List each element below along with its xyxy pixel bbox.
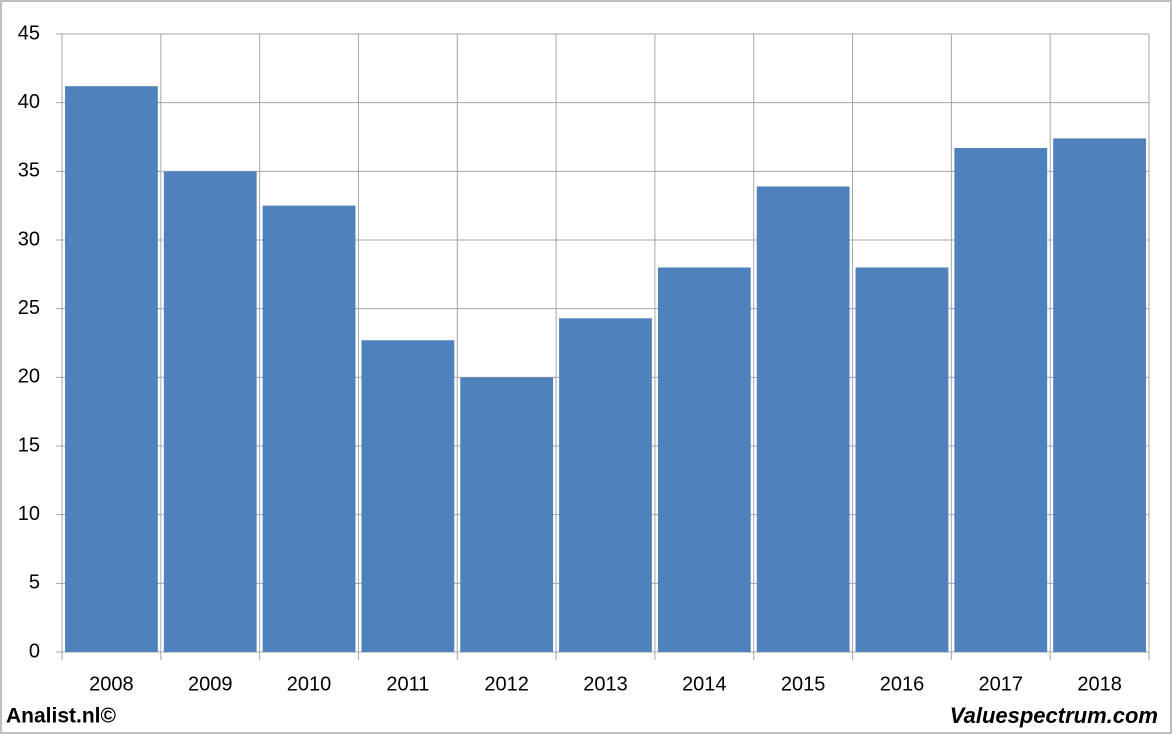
x-tick-label: 2009 — [188, 673, 233, 695]
bar — [559, 318, 652, 652]
credit-left: Analist.nl© — [6, 705, 117, 728]
x-tick-label: 2014 — [682, 673, 727, 695]
bar — [756, 186, 850, 652]
x-tick-label: 2008 — [89, 673, 134, 695]
x-tick-label: 2012 — [484, 673, 529, 695]
y-tick-label: 20 — [18, 366, 40, 388]
bar — [460, 377, 554, 652]
y-tick-label: 30 — [18, 228, 40, 250]
x-tick-label: 2015 — [781, 673, 826, 695]
bar — [954, 147, 1048, 652]
y-tick-label: 5 — [29, 572, 40, 594]
y-tick-label: 15 — [18, 434, 40, 456]
bar — [65, 86, 158, 653]
y-tick-label: 35 — [18, 160, 40, 182]
bar — [1053, 138, 1146, 652]
credit-right: Valuespectrum.com — [950, 703, 1158, 728]
x-tick-label: 2017 — [979, 673, 1024, 695]
y-tick-label: 0 — [29, 640, 40, 662]
y-tick-label: 40 — [18, 91, 40, 113]
bar — [262, 205, 356, 652]
y-tick-label: 45 — [18, 22, 40, 44]
y-tick-label: 25 — [18, 297, 40, 319]
y-tick-label: 10 — [18, 503, 40, 525]
x-tick-label: 2016 — [880, 673, 925, 695]
bar — [657, 267, 751, 652]
bar — [361, 340, 455, 652]
x-tick-label: 2010 — [287, 673, 332, 695]
x-tick-label: 2018 — [1077, 673, 1122, 695]
x-tick-label: 2013 — [583, 673, 628, 695]
bar — [163, 171, 257, 653]
x-tick-label: 2011 — [386, 673, 429, 695]
bar — [855, 267, 949, 652]
